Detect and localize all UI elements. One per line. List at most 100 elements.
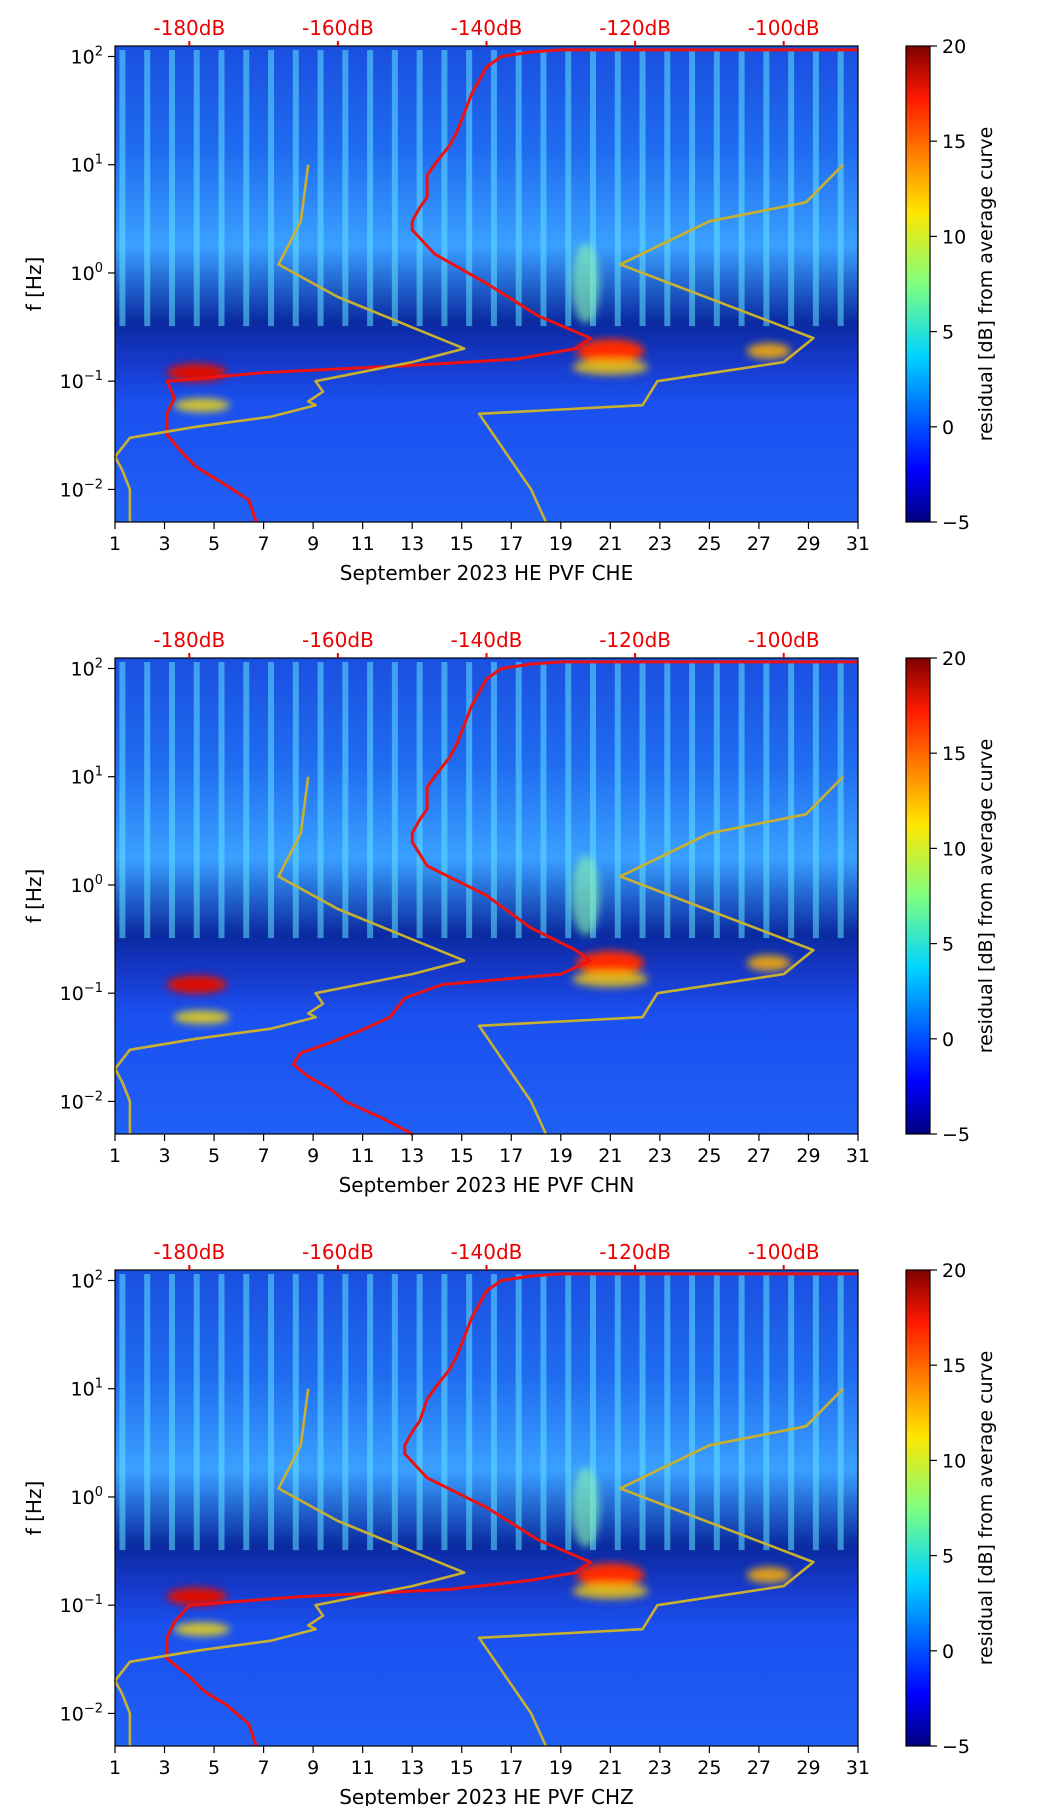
x-tick-label: 31 bbox=[846, 1757, 870, 1779]
x-tick-label: 17 bbox=[499, 533, 523, 555]
x-tick-label: 29 bbox=[796, 1757, 820, 1779]
spectrogram-hotspots bbox=[166, 243, 791, 413]
spectrogram-daily-streaks bbox=[119, 1274, 844, 1551]
x-tick-label: 27 bbox=[747, 533, 771, 555]
colorbar-tick-label: 10 bbox=[942, 838, 966, 860]
db-tick-label: -100dB bbox=[748, 628, 820, 652]
db-tick-label: -120dB bbox=[599, 628, 671, 652]
x-tick-label: 23 bbox=[648, 1757, 672, 1779]
x-tick-label: 1 bbox=[109, 1145, 121, 1167]
colorbar-tick-label: 15 bbox=[942, 131, 966, 153]
spectrogram-hotspots bbox=[166, 855, 791, 1025]
db-tick-label: -140dB bbox=[451, 1240, 523, 1264]
colorbar-scale bbox=[905, 1269, 931, 1747]
x-tick-label: 1 bbox=[109, 533, 121, 555]
x-tick-label: 21 bbox=[598, 533, 622, 555]
colorbar: 20 15 10 5 0 −5 residual [dB] from average cur… bbox=[905, 36, 997, 534]
db-tick-label: -120dB bbox=[599, 16, 671, 40]
spectrogram-daily-streaks bbox=[119, 662, 844, 939]
y-tick-label: 100 bbox=[71, 873, 103, 897]
y-tick-label: 10−2 bbox=[60, 1089, 103, 1113]
colorbar-tick-label: 20 bbox=[942, 36, 966, 58]
colorbar-tick-label: 20 bbox=[942, 1260, 966, 1282]
x-tick-label: 29 bbox=[796, 533, 820, 555]
colorbar-scale bbox=[905, 657, 931, 1135]
x-tick-label: 21 bbox=[598, 1757, 622, 1779]
x-axis-label: September 2023 HE PVF CHN bbox=[339, 1173, 635, 1197]
x-tick-label: 3 bbox=[158, 1145, 170, 1167]
y-tick-label: 102 bbox=[71, 656, 103, 680]
x-tick-label: 19 bbox=[549, 1145, 573, 1167]
x-tick-label: 11 bbox=[351, 533, 375, 555]
colorbar-tick-label: 5 bbox=[942, 322, 954, 344]
x-tick-label: 27 bbox=[747, 1757, 771, 1779]
colorbar-label: residual [dB] from average curve bbox=[975, 127, 997, 442]
db-tick-label: -180dB bbox=[153, 628, 225, 652]
colorbar-tick-label: −5 bbox=[942, 512, 970, 534]
average-curve-line bbox=[165, 48, 858, 523]
db-tick-label: -100dB bbox=[748, 1240, 820, 1264]
y-tick-label: 101 bbox=[71, 1377, 103, 1401]
colorbar-tick-label: 0 bbox=[942, 1641, 954, 1663]
y-tick-label: 102 bbox=[71, 44, 103, 68]
noise-model-line bbox=[113, 1388, 466, 1746]
y-tick-label: 10−2 bbox=[60, 1701, 103, 1725]
colorbar-tick-label: −5 bbox=[942, 1124, 970, 1146]
spectrogram-daily-streaks bbox=[119, 50, 844, 327]
y-axis-label: f [Hz] bbox=[22, 257, 46, 312]
average-curve-line bbox=[291, 660, 858, 1136]
x-tick-label: 13 bbox=[400, 1145, 424, 1167]
x-tick-label: 11 bbox=[351, 1145, 375, 1167]
x-tick-label: 5 bbox=[208, 1145, 220, 1167]
x-tick-label: 5 bbox=[208, 533, 220, 555]
x-tick-label: 25 bbox=[697, 1145, 721, 1167]
x-tick-label: 23 bbox=[648, 533, 672, 555]
x-tick-label: 9 bbox=[307, 533, 319, 555]
colorbar: 20 15 10 5 0 −5 residual [dB] from average cur… bbox=[905, 648, 997, 1146]
x-tick-label: 9 bbox=[307, 1145, 319, 1167]
noise-model-line bbox=[477, 163, 845, 523]
x-tick-label: 15 bbox=[450, 1145, 474, 1167]
x-tick-label: 21 bbox=[598, 1145, 622, 1167]
x-tick-label: 5 bbox=[208, 1757, 220, 1779]
x-tick-label: 25 bbox=[697, 533, 721, 555]
noise-model-line bbox=[477, 775, 845, 1135]
colorbar-tick-label: 0 bbox=[942, 417, 954, 439]
colorbar: 20 15 10 5 0 −5 residual [dB] from average cur… bbox=[905, 1260, 997, 1758]
db-tick-label: -140dB bbox=[451, 628, 523, 652]
y-tick-label: 101 bbox=[71, 153, 103, 177]
x-tick-label: 7 bbox=[258, 1757, 270, 1779]
db-tick-label: -100dB bbox=[748, 16, 820, 40]
colorbar-label: residual [dB] from average curve bbox=[975, 739, 997, 1054]
spectrogram-hotspots bbox=[166, 1467, 791, 1637]
x-tick-label: 31 bbox=[846, 1145, 870, 1167]
db-tick-label: -160dB bbox=[302, 1240, 374, 1264]
x-tick-label: 3 bbox=[158, 533, 170, 555]
x-tick-label: 7 bbox=[258, 533, 270, 555]
x-tick-label: 23 bbox=[648, 1145, 672, 1167]
db-tick-label: -160dB bbox=[302, 628, 374, 652]
colorbar-tick-label: −5 bbox=[942, 1736, 970, 1758]
colorbar-label: residual [dB] from average curve bbox=[975, 1351, 997, 1666]
y-axis-label: f [Hz] bbox=[22, 869, 46, 924]
x-tick-label: 17 bbox=[499, 1145, 523, 1167]
x-tick-label: 19 bbox=[549, 1757, 573, 1779]
colorbar-tick-label: 0 bbox=[942, 1029, 954, 1051]
noise-model-line bbox=[113, 776, 466, 1134]
db-tick-label: -180dB bbox=[153, 1240, 225, 1264]
noise-model-line bbox=[113, 164, 466, 522]
x-tick-label: 7 bbox=[258, 1145, 270, 1167]
x-tick-label: 19 bbox=[549, 533, 573, 555]
x-tick-label: 11 bbox=[351, 1757, 375, 1779]
x-tick-label: 9 bbox=[307, 1757, 319, 1779]
x-tick-label: 29 bbox=[796, 1145, 820, 1167]
x-tick-label: 13 bbox=[400, 533, 424, 555]
x-axis-label: September 2023 HE PVF CHE bbox=[340, 561, 633, 585]
y-tick-label: 10−2 bbox=[60, 477, 103, 501]
x-tick-label: 15 bbox=[450, 533, 474, 555]
